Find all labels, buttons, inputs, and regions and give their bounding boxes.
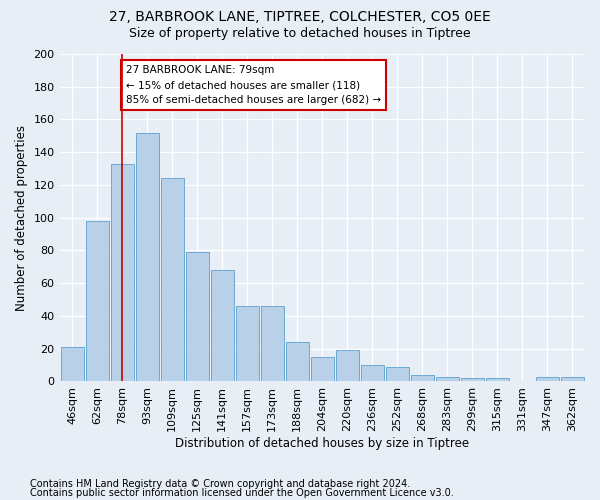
Bar <box>561 376 584 382</box>
Bar <box>361 365 384 382</box>
Bar <box>261 306 284 382</box>
Text: Size of property relative to detached houses in Tiptree: Size of property relative to detached ho… <box>129 28 471 40</box>
Bar <box>311 357 334 382</box>
Bar <box>386 366 409 382</box>
Bar <box>436 376 459 382</box>
Bar <box>86 221 109 382</box>
Bar <box>61 347 83 382</box>
Text: Contains public sector information licensed under the Open Government Licence v3: Contains public sector information licen… <box>30 488 454 498</box>
Bar <box>110 164 134 382</box>
Text: 27, BARBROOK LANE, TIPTREE, COLCHESTER, CO5 0EE: 27, BARBROOK LANE, TIPTREE, COLCHESTER, … <box>109 10 491 24</box>
Bar <box>236 306 259 382</box>
Bar <box>136 132 158 382</box>
Text: 27 BARBROOK LANE: 79sqm
← 15% of detached houses are smaller (118)
85% of semi-d: 27 BARBROOK LANE: 79sqm ← 15% of detache… <box>126 66 381 105</box>
Bar <box>211 270 233 382</box>
Bar <box>411 375 434 382</box>
X-axis label: Distribution of detached houses by size in Tiptree: Distribution of detached houses by size … <box>175 437 469 450</box>
Bar <box>336 350 359 382</box>
Bar <box>486 378 509 382</box>
Bar <box>461 378 484 382</box>
Bar <box>536 376 559 382</box>
Bar <box>185 252 209 382</box>
Y-axis label: Number of detached properties: Number of detached properties <box>15 124 28 310</box>
Text: Contains HM Land Registry data © Crown copyright and database right 2024.: Contains HM Land Registry data © Crown c… <box>30 479 410 489</box>
Bar <box>286 342 309 382</box>
Bar <box>161 178 184 382</box>
